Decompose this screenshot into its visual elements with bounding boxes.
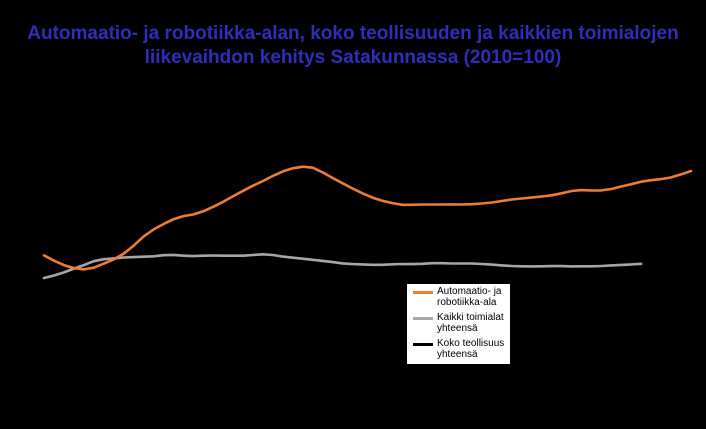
legend-swatch-teollisuus xyxy=(413,343,433,346)
legend-label-kaikki: Kaikki toimialat yhteensä xyxy=(437,312,504,334)
series-line-kaikki xyxy=(42,253,643,280)
legend-swatch-kaikki xyxy=(413,317,433,320)
chart-title-line-2: liikevaihdon kehitys Satakunnassa (2010=… xyxy=(144,47,562,68)
chart-title-line-1: Automaatio- ja robotiikka-alan, koko teo… xyxy=(27,23,679,44)
legend-label-automaatio: Automaatio- ja robotiikka-ala xyxy=(437,286,502,308)
legend: Automaatio- ja robotiikka-ala Kaikki toi… xyxy=(407,284,510,364)
chart-title: Automaatio- ja robotiikka-alan, koko teo… xyxy=(0,22,706,70)
series-line-automaatio xyxy=(42,165,693,271)
legend-label-teollisuus: Koko teollisuus yhteensä xyxy=(437,338,505,360)
legend-swatch-automaatio xyxy=(413,291,433,294)
